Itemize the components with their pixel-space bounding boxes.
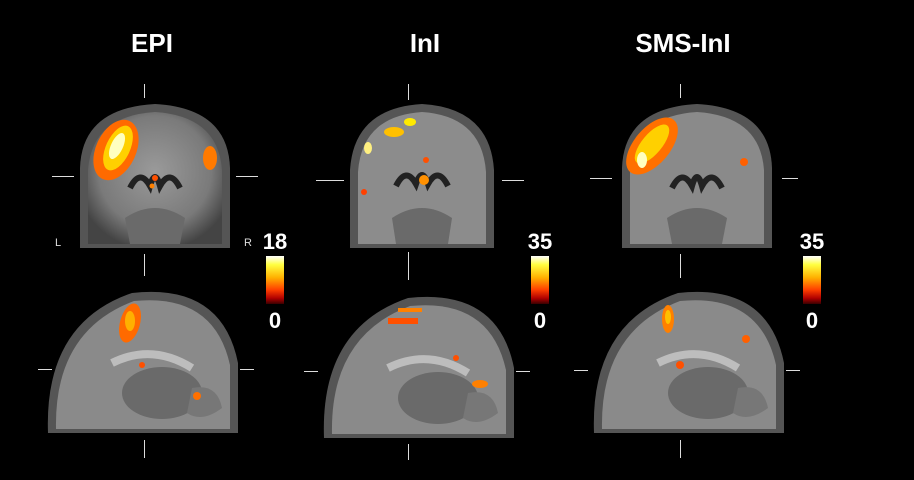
colorbar-sms-ini	[803, 256, 821, 304]
colorbar-ini	[531, 256, 549, 304]
colorbar-min-sms-ini: 0	[805, 308, 819, 333]
colorbar-min-epi: 0	[268, 308, 282, 333]
left-marker: L	[55, 237, 62, 249]
crosshair-tick	[516, 371, 530, 372]
crosshair-tick	[590, 178, 612, 179]
crosshair-tick	[782, 178, 798, 179]
crosshair-tick	[236, 176, 258, 177]
crosshair-tick	[408, 84, 409, 100]
colorbar-max-epi: 18	[262, 229, 288, 254]
coronal-slice-sms-ini	[612, 98, 782, 254]
colorbar-max-sms-ini: 35	[799, 229, 825, 254]
crosshair-tick	[144, 84, 145, 98]
column-title-epi: EPI	[131, 28, 173, 58]
crosshair-tick	[680, 440, 681, 458]
crosshair-tick	[680, 84, 681, 98]
crosshair-tick	[408, 252, 409, 280]
crosshair-tick	[144, 254, 145, 276]
crosshair-tick	[240, 369, 254, 370]
crosshair-tick	[680, 254, 681, 278]
crosshair-tick	[144, 440, 145, 458]
column-title-ini: InI	[409, 28, 441, 58]
crosshair-tick	[52, 176, 74, 177]
coronal-slice-ini	[344, 100, 500, 250]
crosshair-tick	[408, 444, 409, 460]
colorbar-max-ini: 35	[527, 229, 553, 254]
crosshair-tick	[304, 371, 318, 372]
crosshair-tick	[316, 180, 344, 181]
crosshair-tick	[574, 370, 588, 371]
crosshair-tick	[786, 370, 800, 371]
column-title-sms-ini: SMS-InI	[635, 28, 731, 58]
colorbar-epi	[266, 256, 284, 304]
right-marker: R	[244, 237, 252, 249]
sagittal-slice-epi	[42, 283, 242, 439]
colorbar-min-ini: 0	[533, 308, 547, 333]
sagittal-slice-sms-ini	[588, 283, 788, 439]
crosshair-tick	[502, 180, 524, 181]
coronal-slice-epi	[70, 98, 240, 254]
sagittal-slice-ini	[318, 288, 518, 444]
crosshair-tick	[38, 369, 52, 370]
